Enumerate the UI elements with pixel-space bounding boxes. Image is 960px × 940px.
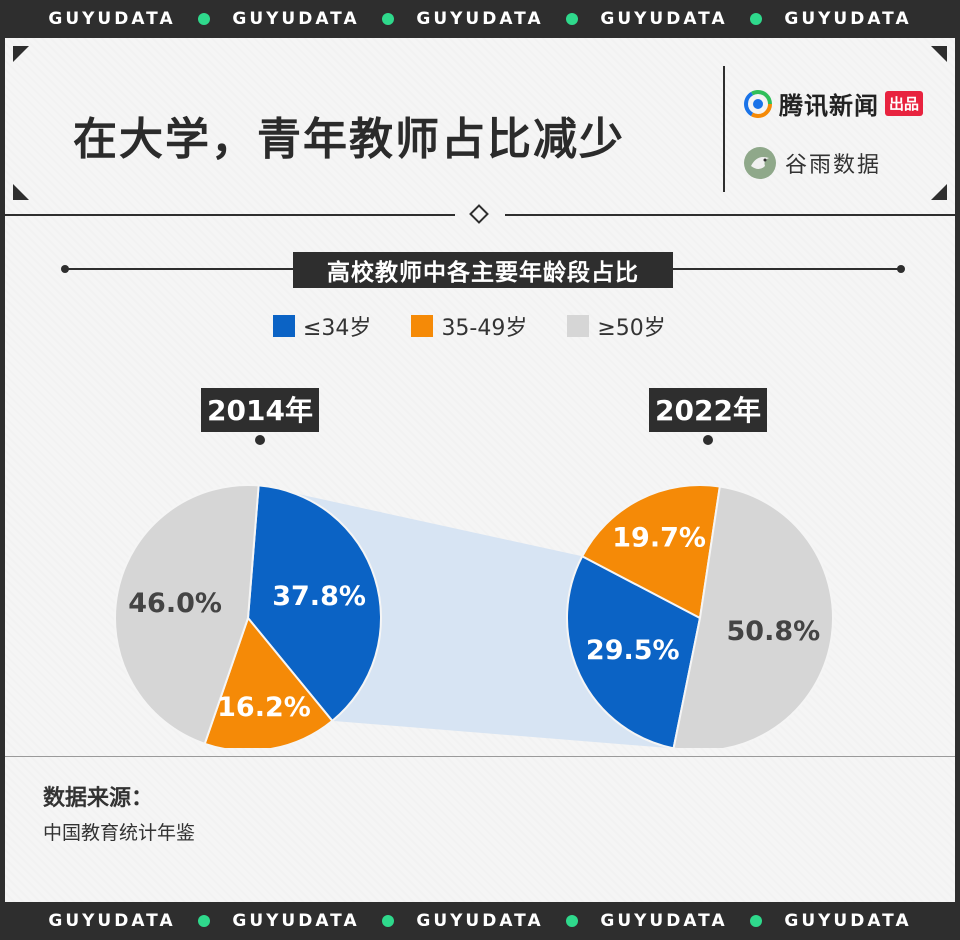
bottom-banner: GUYUDATA GUYUDATA GUYUDATA GUYUDATA GUYUDATA [0, 902, 960, 940]
year-tag-bg-1 [649, 388, 767, 432]
tencent-news-logo: 腾讯新闻 出品 [743, 86, 924, 121]
legend-item-over-50: ≥50岁 [567, 310, 666, 342]
corner-mark-br [931, 184, 947, 200]
pie-slice-2014年-under-34 [246, 484, 382, 723]
page-title: 在大学，青年教师占比减少 [73, 114, 625, 165]
header-rule-right [505, 214, 955, 216]
infographic-card: 在大学，青年教师占比减少 腾讯新闻 出品 谷雨数据 高校教师中各主要年龄段占比 … [5, 38, 955, 902]
diamond-ornament [469, 204, 489, 224]
data-label-2014年-over-50: 46.0% [128, 588, 222, 619]
year-tag-1: 2022年 [655, 394, 761, 427]
chart-title: 高校教师中各主要年龄段占比 [293, 252, 673, 288]
data-label-2014年-under-34: 37.8% [272, 581, 366, 612]
banner-word: GUYUDATA [416, 9, 544, 29]
guyu-data-name: 谷雨数据 [785, 153, 882, 178]
legend-item-under-34: ≤34岁 [273, 310, 371, 342]
banner-word: GUYUDATA [600, 911, 728, 931]
source-divider [5, 756, 955, 757]
pie-0: 37.8% 16.2% 46.0% 2014年 [114, 388, 382, 748]
banner-word: GUYUDATA [48, 911, 176, 931]
banner-word: GUYUDATA [232, 9, 360, 29]
tencent-news-icon [744, 89, 772, 118]
tencent-news-name: 腾讯新闻 [779, 92, 879, 120]
data-label-2022年-under-34: 29.5% [586, 635, 680, 666]
pie-slice-2014年-over-50 [114, 484, 260, 746]
banner-word: GUYUDATA [784, 911, 912, 931]
header-divider [723, 66, 725, 192]
legend-swatch-over-50 [567, 315, 590, 337]
chart-legend: ≤34岁 35-49岁 ≥50岁 [273, 310, 666, 342]
top-banner: GUYUDATA GUYUDATA GUYUDATA GUYUDATA GUYUDATA [0, 0, 960, 38]
tencent-news-badge: 出品 [885, 91, 924, 116]
banner-dot [198, 13, 210, 25]
year-tag-dot-0 [255, 435, 265, 445]
banner-dot [382, 915, 394, 927]
pie-slice-2022年-35-49 [580, 484, 721, 620]
pie-slice-2022年-over-50 [672, 485, 834, 748]
legend-swatch-under-34 [273, 315, 295, 337]
data-label-2022年-over-50: 50.8% [727, 616, 821, 647]
subtitle-dot-right [897, 265, 905, 273]
bird-icon [744, 147, 776, 179]
source-label: 数据来源： [43, 786, 154, 811]
corner-mark-bl [13, 184, 29, 200]
data-label-2022年-35-49: 19.7% [612, 522, 706, 553]
legend-label-under-34: ≤34岁 [303, 316, 372, 341]
banner-word: GUYUDATA [600, 9, 728, 29]
legend-item-35-49: 35-49岁 [411, 310, 527, 342]
banner-dot [750, 13, 762, 25]
pie-1: 29.5% 19.7% 50.8% 2022年 [566, 388, 834, 748]
banner-dot [566, 13, 578, 25]
subtitle-dot-left [61, 265, 69, 273]
banner-dot [750, 915, 762, 927]
banner-dot [566, 915, 578, 927]
year-tag-dot-1 [703, 435, 713, 445]
year-tag-bg-0 [201, 388, 319, 432]
legend-swatch-35-49 [411, 315, 434, 337]
pie-slice-2022年-under-34 [566, 554, 702, 748]
guyu-data-logo: 谷雨数据 [743, 146, 881, 180]
banner-word: GUYUDATA [784, 9, 912, 29]
subtitle-rule-right [673, 268, 901, 270]
pie-slice-2014年-35-49 [203, 615, 334, 748]
data-label-2014年-35-49: 16.2% [217, 692, 311, 723]
header-rule-left [5, 214, 455, 216]
banner-dot [382, 13, 394, 25]
legend-label-35-49: 35-49岁 [441, 316, 528, 341]
year-tag-0: 2014年 [207, 394, 313, 427]
legend-label-over-50: ≥50岁 [597, 316, 666, 341]
corner-mark-tr [931, 46, 947, 62]
subtitle-rule-left [65, 268, 293, 270]
pie-chart: 37.8% 16.2% 46.0% 2014年 29.5% 19.7% 50.8% 2022年 [114, 388, 834, 748]
corner-mark-tl [13, 46, 29, 62]
banner-word: GUYUDATA [416, 911, 544, 931]
source-value: 中国教育统计年鉴 [43, 822, 196, 844]
banner-word: GUYUDATA [48, 9, 176, 29]
banner-dot [198, 915, 210, 927]
banner-word: GUYUDATA [232, 911, 360, 931]
